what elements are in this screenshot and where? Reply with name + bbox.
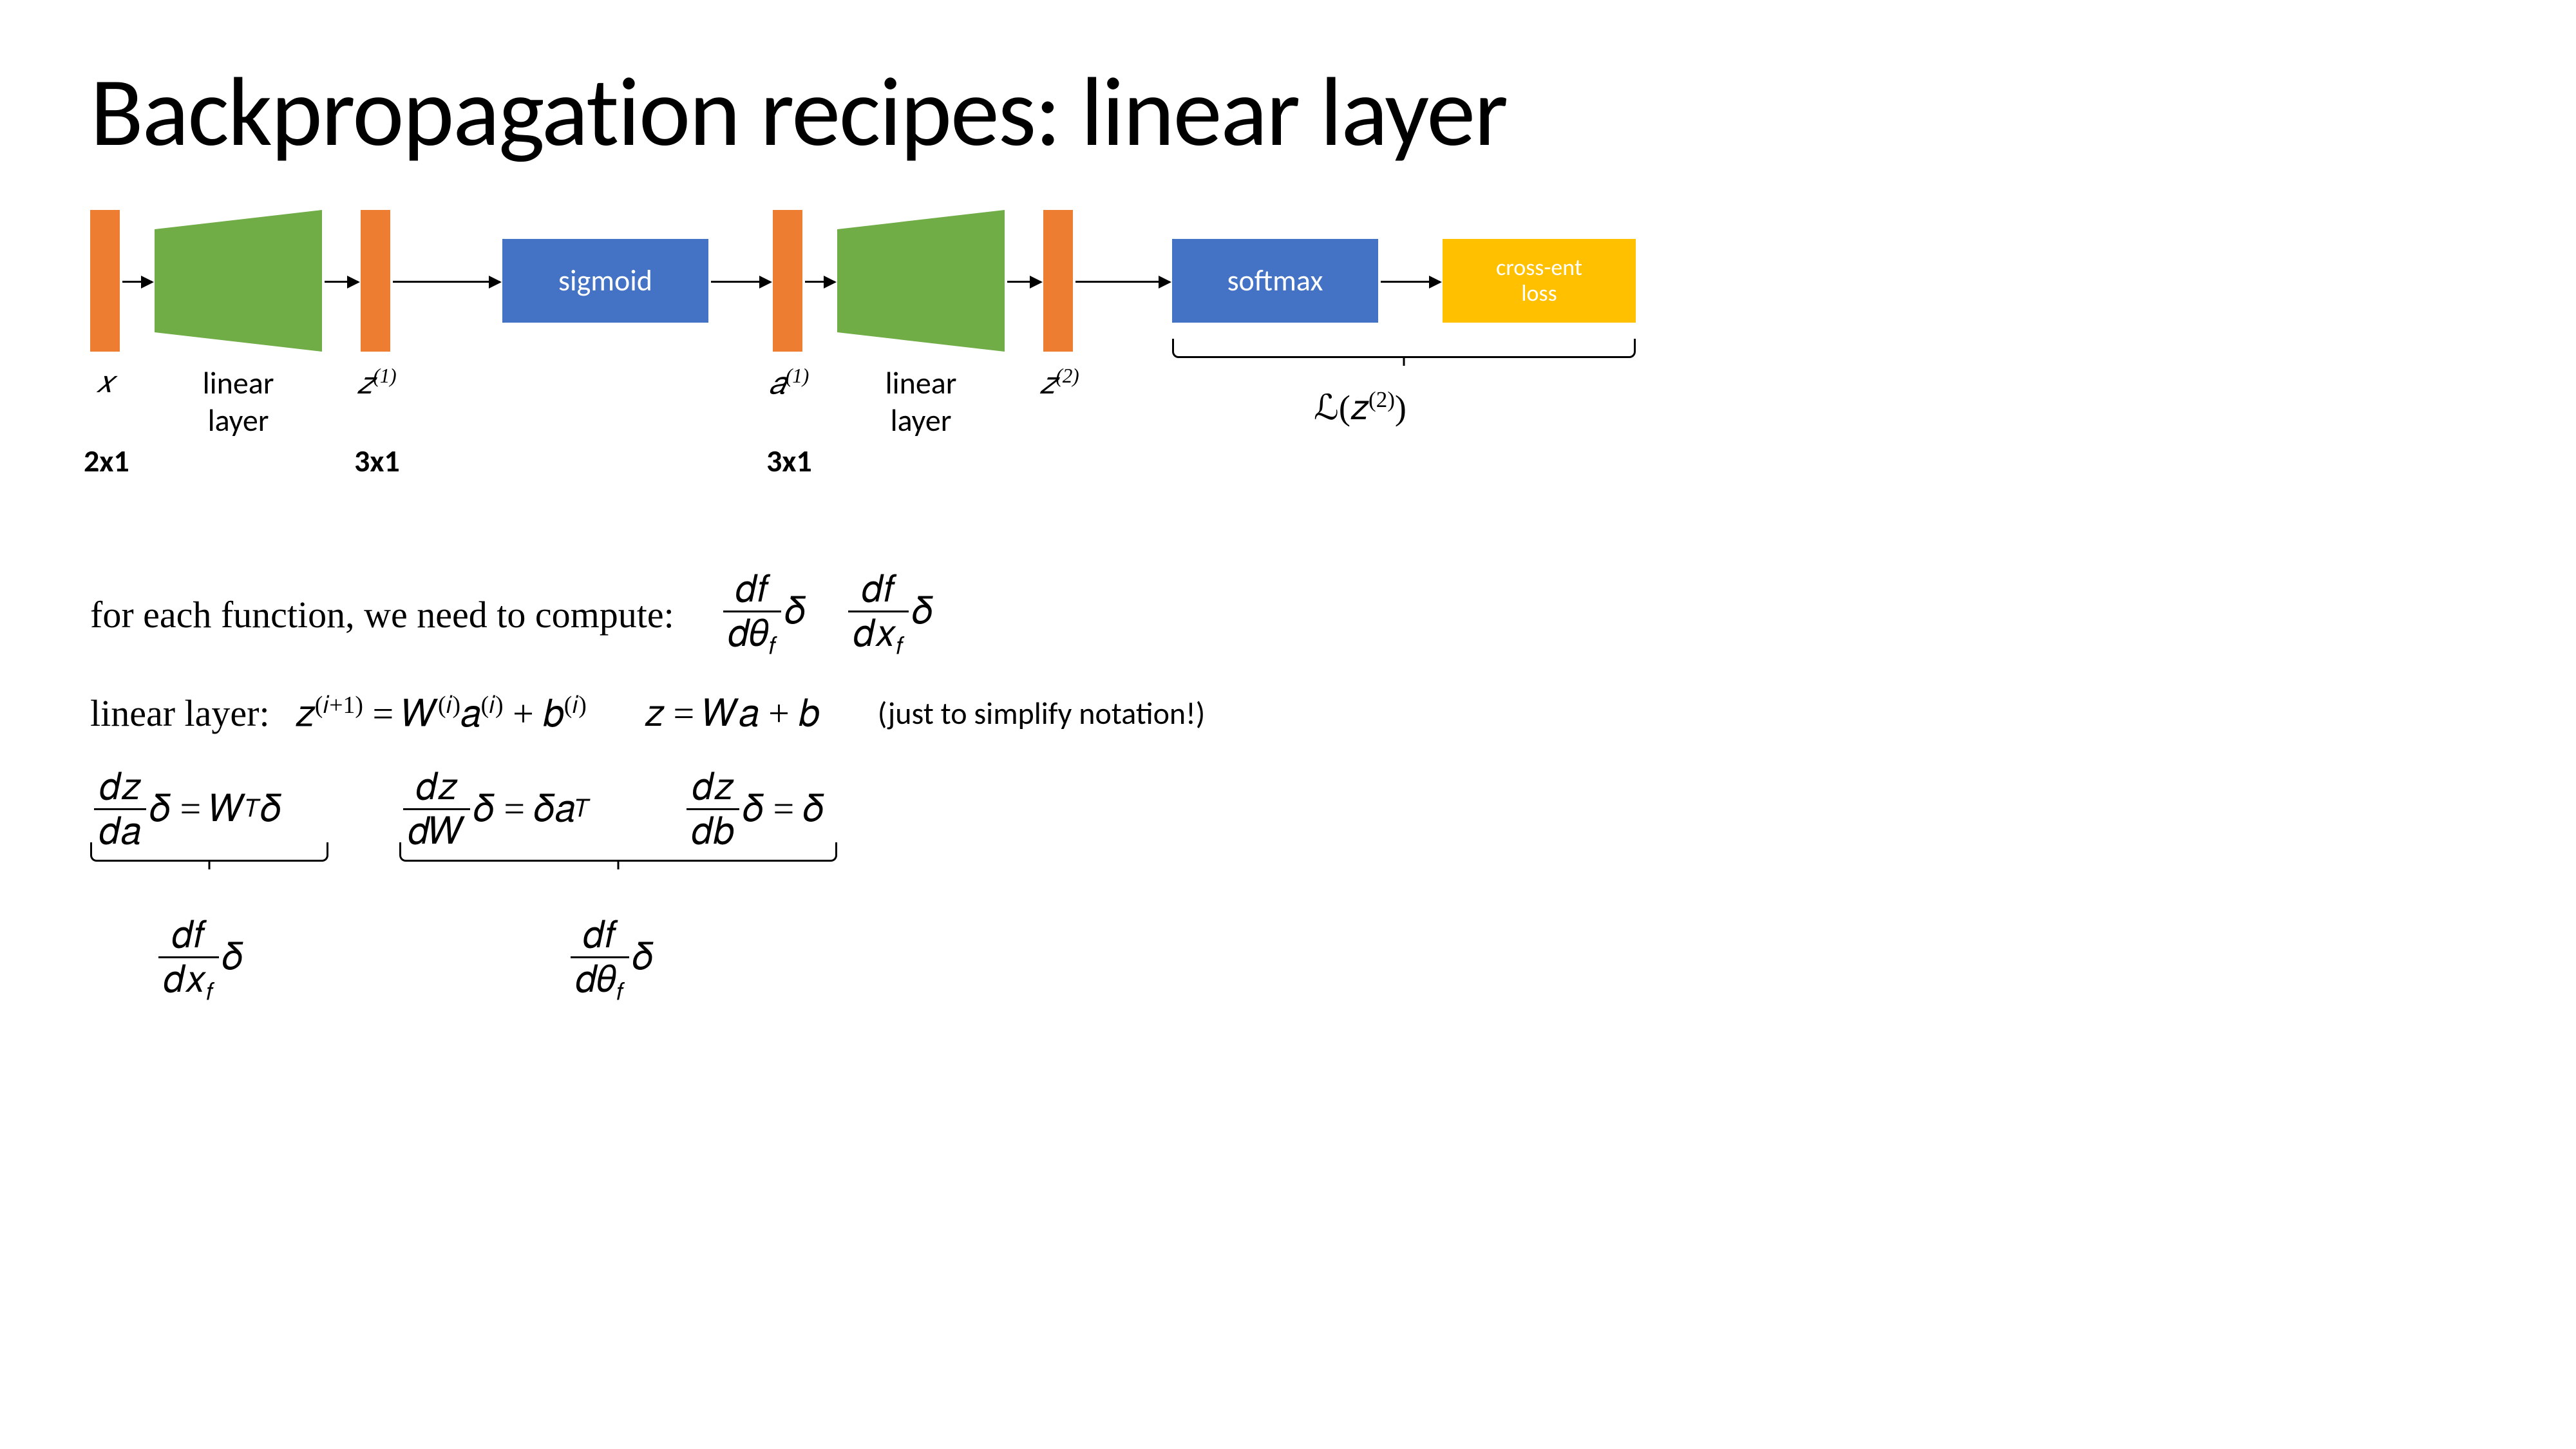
arrow bbox=[805, 281, 835, 283]
brace-dx bbox=[90, 842, 328, 862]
vec-x bbox=[90, 210, 120, 352]
slide-title: Backpropagation recipes: linear layer bbox=[90, 52, 2486, 171]
frac-df-dtheta: 𝑑𝑓𝑑𝜃𝑓 bbox=[723, 571, 782, 659]
arrow bbox=[325, 281, 358, 283]
deriv-dz-db: 𝑑𝑧𝑑𝑏𝛿 = 𝛿 bbox=[683, 768, 824, 850]
line1-text: for each function, we need to compute: bbox=[90, 593, 674, 636]
loss-block: cross-entloss bbox=[1443, 239, 1636, 323]
arrow bbox=[711, 281, 770, 283]
label-linear1: linearlayer bbox=[174, 365, 303, 439]
linear-layer-1 bbox=[155, 210, 322, 352]
arrow bbox=[1075, 281, 1170, 283]
deriv-dz-da: 𝑑𝑧𝑑𝑎𝛿 = 𝑊𝑇𝛿 bbox=[90, 768, 281, 850]
frac-df-dx: 𝑑𝑓𝑑𝑥𝑓 bbox=[848, 571, 909, 659]
sigmoid-block: sigmoid bbox=[502, 239, 708, 323]
line2-note: (just to simplify notation!) bbox=[878, 694, 1206, 732]
math-line-1: for each function, we need to compute: 𝑑… bbox=[90, 571, 2486, 659]
softmax-block: softmax bbox=[1172, 239, 1378, 323]
label-x: 𝑥 bbox=[90, 365, 120, 401]
deriv-dz-dW: 𝑑𝑧𝑑𝑊𝛿 = 𝛿𝑎𝑇 bbox=[399, 768, 591, 850]
brace-label-dtheta: 𝑑𝑓𝑑𝜃𝑓𝛿 bbox=[567, 916, 654, 1005]
vec-z2 bbox=[1043, 210, 1073, 352]
arrow bbox=[1007, 281, 1041, 283]
arrow bbox=[122, 281, 152, 283]
arrow bbox=[1381, 281, 1440, 283]
math-line-2: linear layer: 𝑧(𝑖+1) = 𝑊(𝑖)𝑎(𝑖) + 𝑏(𝑖) 𝑧… bbox=[90, 691, 2486, 735]
math-area: for each function, we need to compute: 𝑑… bbox=[90, 571, 2486, 1013]
vec-a1 bbox=[773, 210, 802, 352]
label-z1: 𝑧(1) bbox=[348, 365, 406, 402]
network-diagram: 𝑥 2x1 linearlayer 𝑧(1) 3x1 sigmoid 𝑎(1) … bbox=[90, 210, 2486, 480]
vec-z1 bbox=[361, 210, 390, 352]
dim-a1: 3x1 bbox=[766, 442, 812, 480]
label-a1: 𝑎(1) bbox=[760, 365, 818, 402]
loss-label: ℒ(𝑧(2)) bbox=[1314, 387, 1406, 428]
brace-label-dx: 𝑑𝑓𝑑𝑥𝑓𝛿 bbox=[155, 916, 243, 1005]
linear-layer-2 bbox=[837, 210, 1005, 352]
loss-brace bbox=[1172, 339, 1636, 358]
line2-text: linear layer: bbox=[90, 692, 270, 735]
eq-z-simple: 𝑧 = 𝑊𝑎 + 𝑏 bbox=[645, 692, 820, 735]
label-linear2: linearlayer bbox=[857, 365, 985, 439]
derivative-row: 𝑑𝑧𝑑𝑎𝛿 = 𝑊𝑇𝛿 𝑑𝑧𝑑𝑊𝛿 = 𝛿𝑎𝑇 𝑑𝑧𝑑𝑏𝛿 = 𝛿 𝑑𝑓𝑑𝑥𝑓𝛿… bbox=[90, 768, 2486, 1013]
arrow bbox=[393, 281, 500, 283]
eq-zi: 𝑧(𝑖+1) = 𝑊(𝑖)𝑎(𝑖) + 𝑏(𝑖) bbox=[296, 691, 587, 735]
dim-z1: 3x1 bbox=[354, 442, 400, 480]
dim-x: 2x1 bbox=[84, 442, 129, 480]
label-z2: 𝑧(2) bbox=[1030, 365, 1088, 402]
brace-dtheta bbox=[399, 842, 837, 862]
